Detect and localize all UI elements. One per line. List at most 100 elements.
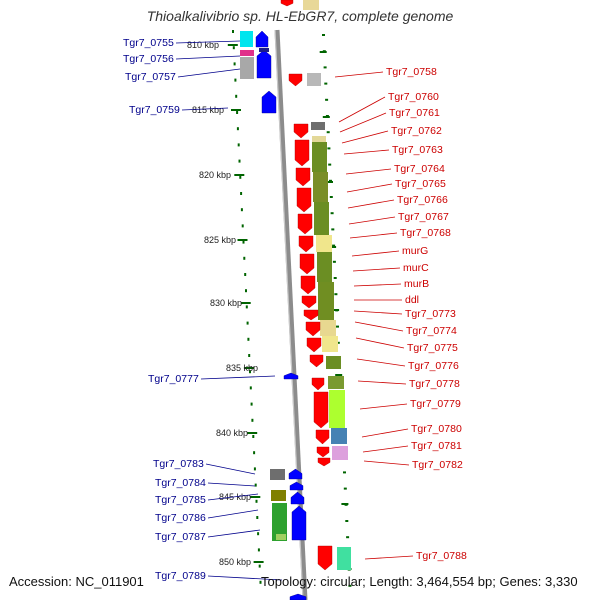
right-leader-line: [353, 283, 402, 287]
cog-block: [337, 547, 351, 570]
right-gene-label: Tgr7_0766: [397, 194, 448, 206]
reverse-gene-arrow: [317, 545, 333, 571]
cog-block: [326, 356, 341, 369]
left-gene-label: Tgr7_0755: [123, 37, 174, 49]
right-gene-label: murC: [403, 262, 429, 274]
right-leader-line: [359, 403, 408, 410]
major-tick: [234, 174, 245, 176]
left-gene-label: Tgr7_0785: [155, 494, 206, 506]
tick-mark: [343, 487, 347, 490]
tick-mark: [336, 341, 340, 344]
right-gene-label: Tgr7_0781: [411, 440, 462, 452]
major-tick: [243, 367, 254, 369]
tick-mark: [247, 337, 250, 341]
kbp-scale-label: 810 kbp: [187, 40, 219, 50]
tick-mark: [322, 34, 325, 36]
right-gene-label: Tgr7_0758: [386, 66, 437, 78]
tick-mark: [255, 499, 258, 503]
kbp-scale-label: 835 kbp: [226, 363, 258, 373]
right-gene-label: Tgr7_0760: [388, 91, 439, 103]
reverse-gene-arrow: [306, 337, 322, 353]
tick-mark: [244, 273, 247, 276]
right-gene-label: Tgr7_0782: [412, 459, 463, 471]
major-tick: [322, 116, 330, 118]
major-tick: [237, 239, 248, 241]
right-gene-label: Tgr7_0763: [392, 144, 443, 156]
cog-block: [316, 235, 332, 252]
cog-block: [312, 142, 327, 172]
reverse-gene-arrow: [299, 253, 315, 275]
tick-mark: [248, 354, 251, 357]
right-gene-label: ddl: [405, 294, 419, 306]
left-gene-label: Tgr7_0756: [123, 53, 174, 65]
tick-mark: [239, 175, 242, 179]
right-gene-label: Tgr7_0776: [408, 360, 459, 372]
reverse-gene-arrow: [297, 213, 313, 235]
tick-mark: [257, 532, 260, 536]
cog-block: [240, 31, 253, 47]
tick-mark: [253, 467, 256, 471]
major-tick: [335, 374, 343, 376]
tick-mark: [250, 402, 253, 406]
tick-mark: [332, 260, 336, 263]
kbp-scale-label: 825 kbp: [204, 235, 236, 245]
major-tick: [250, 496, 261, 498]
right-leader-line: [345, 168, 392, 175]
tick-mark: [324, 82, 328, 85]
tick-mark: [246, 321, 249, 325]
cog-block: [322, 336, 338, 352]
right-leader-line: [351, 250, 400, 257]
major-tick: [253, 561, 264, 563]
tick-mark: [329, 196, 333, 198]
major-tick: [319, 51, 327, 53]
cog-block: [329, 390, 345, 428]
right-gene-label: Tgr7_0767: [398, 211, 449, 223]
left-leader-line: [207, 529, 261, 538]
tick-mark: [259, 580, 262, 584]
tick-mark: [241, 224, 244, 228]
right-leader-line: [355, 337, 405, 349]
cog-block: [314, 202, 329, 235]
reverse-gene-arrow: [311, 377, 325, 391]
cog-block: [272, 503, 287, 541]
cog-block: [318, 282, 334, 320]
left-gene-label: Tgr7_0783: [153, 458, 204, 470]
right-gene-label: Tgr7_0774: [406, 325, 457, 337]
right-gene-label: Tgr7_0778: [409, 378, 460, 390]
gene-arrows: [255, 0, 333, 600]
right-leader-line: [338, 96, 386, 123]
right-leader-line: [362, 445, 409, 453]
reverse-gene-arrow: [288, 73, 303, 87]
right-leader-line: [352, 267, 401, 272]
reverse-gene-arrow: [295, 167, 311, 187]
right-gene-label: murB: [404, 278, 429, 290]
forward-gene-arrow: [290, 491, 305, 505]
major-tick: [227, 44, 238, 46]
reverse-gene-arrow: [298, 235, 314, 253]
tick-mark: [236, 111, 239, 114]
major-tick: [326, 181, 333, 183]
forward-gene-arrow: [289, 481, 304, 491]
right-gene-label: Tgr7_0761: [389, 107, 440, 119]
tick-mark: [249, 386, 252, 390]
tick-mark: [236, 127, 239, 131]
forward-gene-arrow: [288, 468, 303, 480]
cog-block: [331, 428, 347, 444]
left-leader-line: [207, 509, 259, 519]
tick-mark: [252, 435, 255, 438]
tick-mark: [328, 163, 332, 166]
tick-mark: [256, 516, 259, 519]
right-gene-label: Tgr7_0773: [405, 308, 456, 320]
reverse-gene-arrow: [293, 123, 309, 139]
cog-block: [332, 446, 348, 460]
right-gene-label: Tgr7_0765: [395, 178, 446, 190]
tick-mark: [237, 143, 240, 147]
left-leader-line: [181, 107, 229, 111]
right-leader-line: [334, 71, 384, 78]
left-leader-line: [207, 493, 259, 501]
cog-block: [313, 172, 328, 202]
tick-mark: [330, 212, 334, 215]
scale-ticks: [227, 30, 352, 587]
forward-gene-small: [259, 48, 269, 52]
major-tick: [341, 503, 349, 505]
